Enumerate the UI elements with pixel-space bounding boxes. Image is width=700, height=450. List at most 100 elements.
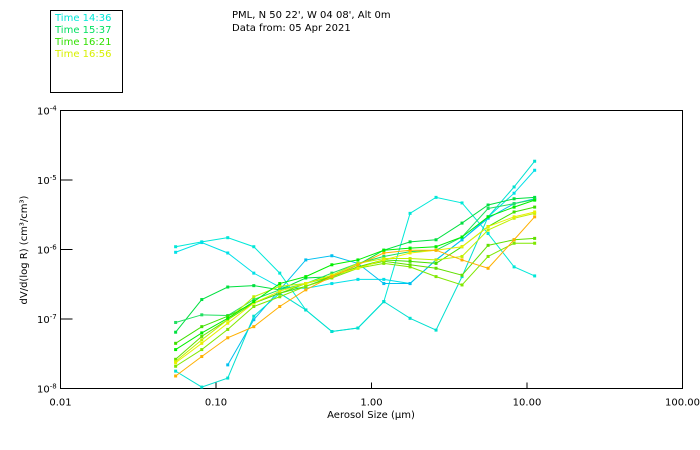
data-point	[252, 245, 256, 249]
y-tick-base: 10	[37, 315, 50, 326]
data-point	[278, 282, 282, 286]
y-tick-label: 10-7	[37, 313, 57, 326]
data-point	[486, 225, 490, 229]
data-point	[533, 274, 537, 278]
data-point	[382, 300, 386, 304]
y-tick-base: 10	[37, 246, 50, 257]
y-tick-exponent: -5	[50, 174, 57, 182]
data-point	[533, 159, 537, 163]
data-point	[226, 236, 230, 240]
data-point	[408, 257, 412, 261]
data-point	[382, 277, 386, 281]
series-line	[227, 198, 535, 366]
data-point	[252, 295, 256, 299]
series-line	[175, 242, 535, 367]
data-point	[533, 236, 537, 240]
data-point	[174, 341, 178, 345]
data-point	[460, 283, 464, 287]
data-point	[408, 211, 412, 215]
data-point	[252, 304, 256, 308]
data-point	[434, 328, 438, 332]
data-point	[382, 258, 386, 262]
data-point	[486, 232, 490, 236]
data-point	[533, 168, 537, 172]
data-point	[304, 288, 308, 292]
series-scan-6	[174, 197, 537, 324]
data-point	[174, 330, 178, 334]
data-point	[382, 248, 386, 252]
data-point	[408, 263, 412, 267]
date-subtitle: Data from: 05 Apr 2021	[232, 23, 351, 34]
series-line	[175, 198, 535, 323]
data-point	[486, 243, 490, 247]
data-point	[174, 364, 178, 368]
data-point	[200, 331, 204, 335]
legend-entry: Time 16:21	[54, 37, 111, 48]
series-line	[175, 237, 535, 360]
data-point	[278, 291, 282, 295]
data-point	[512, 185, 516, 189]
data-point	[330, 282, 334, 286]
data-point	[200, 241, 204, 245]
data-point	[486, 228, 490, 232]
data-point	[304, 282, 308, 286]
data-point	[434, 245, 438, 249]
data-point	[408, 248, 412, 252]
data-point	[226, 336, 230, 340]
data-point	[174, 374, 178, 378]
data-point	[460, 235, 464, 239]
data-point	[200, 334, 204, 338]
y-tick-exponent: -4	[50, 105, 58, 113]
data-point	[460, 273, 464, 277]
x-axis-label: Aerosol Size (µm)	[327, 410, 415, 421]
data-point	[382, 282, 386, 286]
y-axis-label: dV/d(log R) (cm³/cm³)	[19, 195, 30, 304]
data-point	[304, 308, 308, 312]
data-point	[226, 285, 230, 289]
data-point	[533, 205, 537, 209]
y-tick-exponent: -7	[50, 313, 57, 321]
data-point	[226, 251, 230, 255]
data-point	[252, 298, 256, 302]
data-point	[330, 271, 334, 275]
data-point	[226, 321, 230, 325]
y-tick-base: 10	[37, 176, 50, 187]
data-point	[460, 254, 464, 258]
data-point	[434, 266, 438, 270]
data-point	[226, 314, 230, 318]
y-tick-base: 10	[37, 385, 50, 396]
data-point	[252, 271, 256, 275]
data-point	[174, 245, 178, 249]
y-tick-exponent: -8	[50, 383, 57, 391]
data-point	[434, 238, 438, 242]
data-point	[486, 206, 490, 210]
data-point	[434, 195, 438, 199]
series-scan-12	[174, 215, 537, 378]
data-point	[434, 248, 438, 252]
data-point	[278, 289, 282, 293]
data-point	[486, 266, 490, 270]
data-point	[434, 275, 438, 279]
data-point	[252, 314, 256, 318]
data-point	[174, 361, 178, 365]
data-point	[174, 348, 178, 352]
data-point	[200, 348, 204, 352]
data-point	[512, 241, 516, 245]
legend-entry: Time 14:36	[54, 13, 111, 24]
series-line	[175, 199, 535, 351]
data-point	[533, 210, 537, 214]
data-point	[486, 203, 490, 207]
data-point	[512, 265, 516, 269]
data-point	[278, 304, 282, 308]
data-point	[200, 385, 204, 389]
data-point	[512, 197, 516, 201]
series-line	[175, 169, 536, 289]
y-tick-label: 10-8	[37, 383, 57, 396]
data-point	[512, 210, 516, 214]
data-point	[434, 258, 438, 262]
x-tick-label: 1.00	[360, 398, 382, 409]
data-point	[486, 215, 490, 219]
data-point	[304, 258, 308, 262]
series-scan-3	[226, 197, 537, 367]
data-point	[174, 369, 178, 373]
